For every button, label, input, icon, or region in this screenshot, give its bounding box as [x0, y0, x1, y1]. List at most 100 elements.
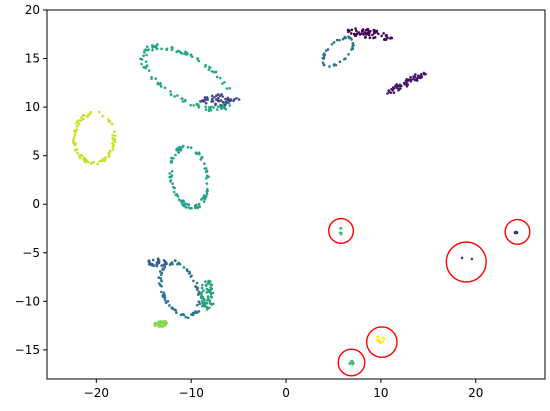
data-point: [186, 203, 189, 206]
data-point: [190, 206, 193, 210]
data-point: [330, 42, 334, 46]
cluster-13: [460, 256, 474, 261]
data-point: [367, 31, 371, 35]
data-point: [224, 103, 227, 107]
data-point: [113, 130, 116, 133]
data-point: [220, 93, 223, 96]
data-point: [332, 41, 336, 44]
data-point: [355, 29, 358, 33]
data-point: [154, 77, 157, 80]
data-point: [386, 92, 389, 95]
data-point: [195, 102, 198, 106]
data-point: [163, 86, 167, 90]
data-point: [188, 271, 192, 275]
data-point: [347, 30, 350, 34]
data-point: [162, 259, 166, 262]
data-point: [78, 156, 82, 160]
data-point: [333, 63, 337, 67]
data-point: [349, 361, 352, 365]
data-point: [228, 104, 232, 107]
data-point: [80, 116, 83, 119]
data-point: [200, 99, 204, 103]
data-point: [232, 98, 236, 101]
data-point: [206, 295, 210, 298]
data-point: [204, 170, 208, 174]
data-point: [151, 258, 155, 262]
data-point: [162, 322, 165, 325]
data-point: [415, 79, 419, 82]
data-point: [191, 313, 195, 317]
data-point: [207, 68, 211, 72]
data-point: [160, 284, 163, 288]
data-point: [383, 37, 386, 41]
data-point: [368, 36, 372, 40]
data-point: [98, 159, 102, 163]
data-point: [160, 271, 164, 275]
data-point: [381, 340, 385, 343]
data-point: [143, 49, 146, 52]
data-point: [204, 283, 208, 287]
x-axis: −20 −10 0 10 20: [84, 379, 483, 400]
data-point: [209, 283, 213, 287]
data-point: [328, 65, 331, 68]
data-point: [170, 161, 174, 164]
data-point: [197, 202, 201, 206]
data-point: [176, 94, 179, 97]
data-point: [200, 294, 203, 298]
data-point: [357, 31, 361, 34]
data-point: [155, 44, 158, 48]
data-point: [413, 73, 417, 76]
data-point: [205, 96, 209, 100]
data-point: [174, 153, 177, 157]
data-point: [204, 167, 208, 170]
data-point: [321, 61, 325, 64]
data-point: [195, 281, 199, 285]
data-point: [203, 96, 207, 99]
data-point: [339, 226, 343, 230]
data-point: [170, 169, 174, 173]
data-point: [197, 59, 201, 63]
data-point: [372, 36, 375, 40]
data-point: [207, 175, 210, 179]
data-point: [204, 280, 207, 283]
data-point: [226, 96, 230, 100]
data-point: [185, 51, 189, 55]
data-point: [164, 323, 167, 327]
data-point: [192, 104, 195, 107]
data-point: [364, 35, 367, 39]
data-point: [204, 101, 208, 105]
data-point: [111, 141, 114, 145]
data-point: [221, 82, 224, 85]
data-point: [177, 150, 180, 154]
data-point: [180, 52, 184, 55]
data-point: [108, 150, 112, 154]
data-point: [210, 105, 213, 109]
data-point: [168, 304, 171, 307]
data-point: [203, 302, 206, 306]
data-point: [182, 266, 186, 269]
data-point: [400, 84, 403, 88]
data-point: [235, 97, 238, 100]
data-point: [193, 311, 197, 315]
data-point: [184, 315, 188, 319]
data-point: [212, 302, 215, 306]
data-point: [173, 95, 176, 98]
data-point: [205, 192, 209, 196]
data-point: [197, 292, 201, 296]
data-point: [155, 261, 159, 265]
data-point: [205, 291, 209, 294]
data-point: [198, 205, 202, 208]
data-point: [170, 156, 173, 160]
data-point: [186, 316, 190, 320]
data-point: [142, 54, 145, 58]
cluster-7: [386, 71, 427, 95]
data-point: [159, 277, 163, 280]
data-point: [197, 105, 201, 109]
data-point: [168, 172, 172, 175]
data-point: [338, 38, 341, 42]
data-point: [160, 47, 163, 51]
data-point: [194, 151, 198, 154]
data-point: [213, 96, 216, 99]
data-point: [209, 291, 213, 295]
data-point: [199, 158, 203, 161]
